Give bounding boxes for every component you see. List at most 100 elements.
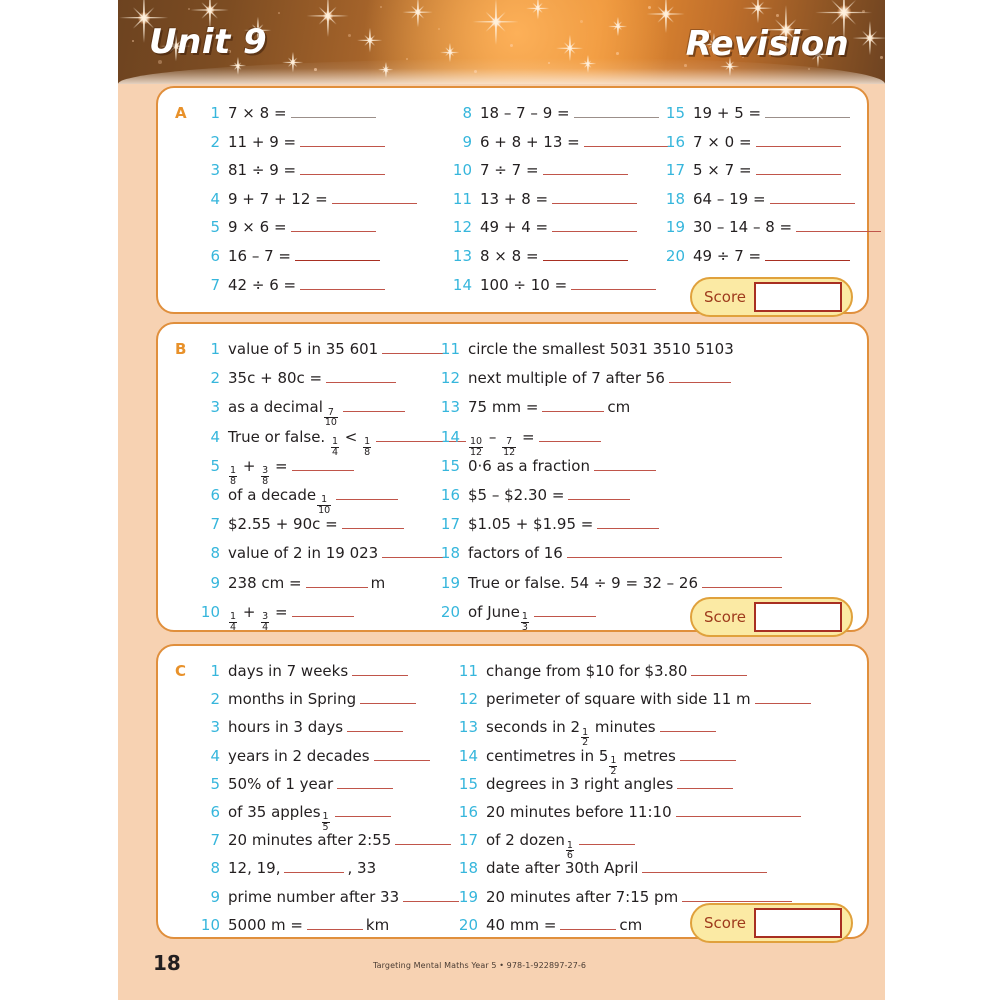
question-row: 19 True or false. 54 ÷ 9 = 32 – 26	[438, 574, 784, 592]
answer-blank[interactable]	[543, 247, 628, 261]
answer-blank[interactable]	[765, 247, 850, 261]
answer-blank[interactable]	[597, 515, 659, 529]
answer-blank[interactable]	[594, 457, 656, 471]
question-row: 8 18 – 7 – 9 =	[450, 104, 661, 122]
question-row: 17 × 8 =	[198, 104, 378, 122]
question-row: 13 seconds in 212 minutes	[456, 718, 718, 749]
answer-blank[interactable]	[691, 662, 747, 676]
answer-blank[interactable]	[300, 276, 385, 290]
answer-blank[interactable]	[534, 603, 596, 617]
answer-blank[interactable]	[765, 104, 850, 118]
answer-blank[interactable]	[552, 190, 637, 204]
fraction: 38	[261, 466, 269, 486]
question-row: 10 5000 m = km	[198, 916, 389, 934]
fraction: 18	[363, 437, 371, 457]
fraction-denominator: 4	[229, 622, 237, 633]
answer-blank[interactable]	[403, 888, 459, 902]
question-text: 18 + 38 =	[228, 457, 288, 488]
question-number: 17	[663, 161, 685, 179]
question-row: 18 factors of 16	[438, 544, 784, 562]
answer-blank[interactable]	[295, 247, 380, 261]
score-pill-b[interactable]: Score	[690, 597, 853, 637]
score-input-c[interactable]	[754, 908, 842, 938]
question-text: 9 × 6 =	[228, 218, 287, 236]
answer-blank[interactable]	[543, 161, 628, 175]
answer-blank[interactable]	[571, 276, 656, 290]
question-text: of June 1 3	[468, 603, 530, 634]
answer-blank[interactable]	[539, 428, 601, 442]
fraction: 10 12	[469, 437, 483, 457]
fraction-numerator: 1	[229, 612, 237, 622]
question-text: as a decimal 7 10	[228, 398, 339, 429]
question-text: of 35 apples 1 5	[228, 803, 331, 834]
score-label: Score	[704, 608, 746, 626]
answer-blank[interactable]	[343, 398, 405, 412]
answer-blank[interactable]	[360, 690, 416, 704]
answer-blank[interactable]	[642, 859, 767, 873]
answer-blank[interactable]	[756, 161, 841, 175]
answer-blank[interactable]	[300, 161, 385, 175]
answer-blank[interactable]	[702, 574, 782, 588]
question-number: 4	[198, 190, 220, 208]
answer-blank[interactable]	[552, 218, 637, 232]
answer-blank[interactable]	[291, 104, 376, 118]
question-row: 1 days in 7 weeks	[198, 662, 410, 680]
answer-blank[interactable]	[307, 916, 363, 930]
answer-blank[interactable]	[660, 718, 716, 732]
question-text: perimeter of square with side 11 m	[486, 690, 751, 708]
question-number: 8	[198, 544, 220, 562]
question-text: factors of 16	[468, 544, 563, 562]
answer-blank[interactable]	[669, 369, 731, 383]
score-pill-a[interactable]: Score	[690, 277, 853, 317]
score-label: Score	[704, 288, 746, 306]
answer-blank[interactable]	[284, 859, 344, 873]
answer-blank[interactable]	[374, 747, 430, 761]
answer-blank[interactable]	[682, 888, 792, 902]
fraction-numerator: 3	[261, 612, 269, 622]
answer-blank[interactable]	[292, 603, 354, 617]
answer-blank[interactable]	[332, 190, 417, 204]
answer-blank[interactable]	[677, 775, 733, 789]
answer-blank[interactable]	[574, 104, 659, 118]
score-pill-c[interactable]: Score	[690, 903, 853, 943]
answer-blank[interactable]	[796, 218, 881, 232]
answer-blank[interactable]	[342, 515, 404, 529]
answer-blank[interactable]	[579, 831, 635, 845]
answer-blank[interactable]	[382, 544, 444, 558]
question-text: 5 × 7 =	[693, 161, 752, 179]
score-input-b[interactable]	[754, 602, 842, 632]
answer-blank[interactable]	[292, 457, 354, 471]
question-text: 49 ÷ 7 =	[693, 247, 761, 265]
answer-blank[interactable]	[352, 662, 408, 676]
answer-blank[interactable]	[335, 803, 391, 817]
question-row: 18 64 – 19 =	[663, 190, 857, 208]
answer-blank[interactable]	[542, 398, 604, 412]
answer-blank[interactable]	[770, 190, 855, 204]
answer-blank[interactable]	[395, 831, 451, 845]
answer-blank[interactable]	[291, 218, 376, 232]
answer-blank[interactable]	[756, 133, 841, 147]
answer-blank[interactable]	[336, 486, 398, 500]
answer-blank[interactable]	[680, 747, 736, 761]
answer-blank[interactable]	[560, 916, 616, 930]
question-number: 20	[438, 603, 460, 621]
fraction: 14	[229, 612, 237, 632]
answer-blank[interactable]	[300, 133, 385, 147]
question-text: circle the smallest 5031 3510 5103	[468, 340, 734, 358]
question-text: 20 minutes before 11:10	[486, 803, 672, 821]
answer-blank[interactable]	[568, 486, 630, 500]
question-text: 50% of 1 year	[228, 775, 333, 793]
answer-blank[interactable]	[337, 775, 393, 789]
score-input-a[interactable]	[754, 282, 842, 312]
question-row: 5 50% of 1 year	[198, 775, 395, 793]
answer-blank[interactable]	[584, 133, 669, 147]
answer-blank[interactable]	[755, 690, 811, 704]
answer-blank[interactable]	[347, 718, 403, 732]
answer-blank[interactable]	[306, 574, 368, 588]
question-unit: , 33	[347, 859, 376, 877]
answer-blank[interactable]	[676, 803, 801, 817]
answer-blank[interactable]	[567, 544, 782, 558]
answer-blank[interactable]	[382, 340, 444, 354]
answer-blank[interactable]	[326, 369, 396, 383]
question-row: 16 7 × 0 =	[663, 133, 843, 151]
